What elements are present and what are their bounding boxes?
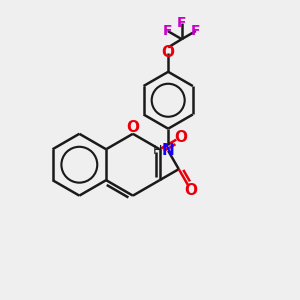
Text: O: O bbox=[162, 45, 175, 60]
Text: F: F bbox=[177, 16, 187, 30]
Text: F: F bbox=[191, 24, 200, 38]
Text: N: N bbox=[162, 143, 175, 158]
Text: O: O bbox=[184, 183, 197, 198]
Text: O: O bbox=[174, 130, 187, 145]
Text: H: H bbox=[153, 144, 162, 157]
Text: F: F bbox=[163, 24, 172, 38]
Text: O: O bbox=[126, 120, 140, 135]
